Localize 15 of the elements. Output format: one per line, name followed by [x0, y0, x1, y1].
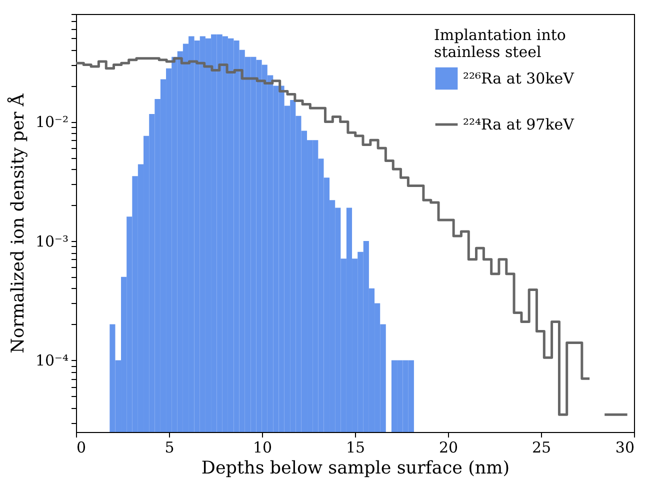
y-tick-label: 10⁻³ — [35, 232, 68, 250]
legend-title: Implantation into stainless steel — [434, 26, 566, 61]
y-tick-label: 10⁻⁴ — [35, 352, 68, 370]
legend-label: ²²⁴Ra at 97keV — [463, 116, 576, 134]
x-tick-label: 20 — [438, 438, 458, 456]
x-axis-title: Depths below sample surface (nm) — [201, 458, 510, 478]
x-tick-label: 25 — [532, 438, 552, 456]
legend-label: ²²⁶Ra at 30keV — [463, 70, 576, 88]
x-tick-label: 10 — [252, 438, 272, 456]
x-tick-label: 5 — [164, 438, 174, 456]
y-tick-label: 10⁻² — [35, 113, 68, 132]
x-tick-label: 0 — [76, 438, 86, 456]
x-tick-label: 30 — [615, 438, 634, 456]
y-axis-title: Normalized ion density per Å — [6, 93, 28, 354]
x-tick-label: 15 — [346, 438, 366, 456]
